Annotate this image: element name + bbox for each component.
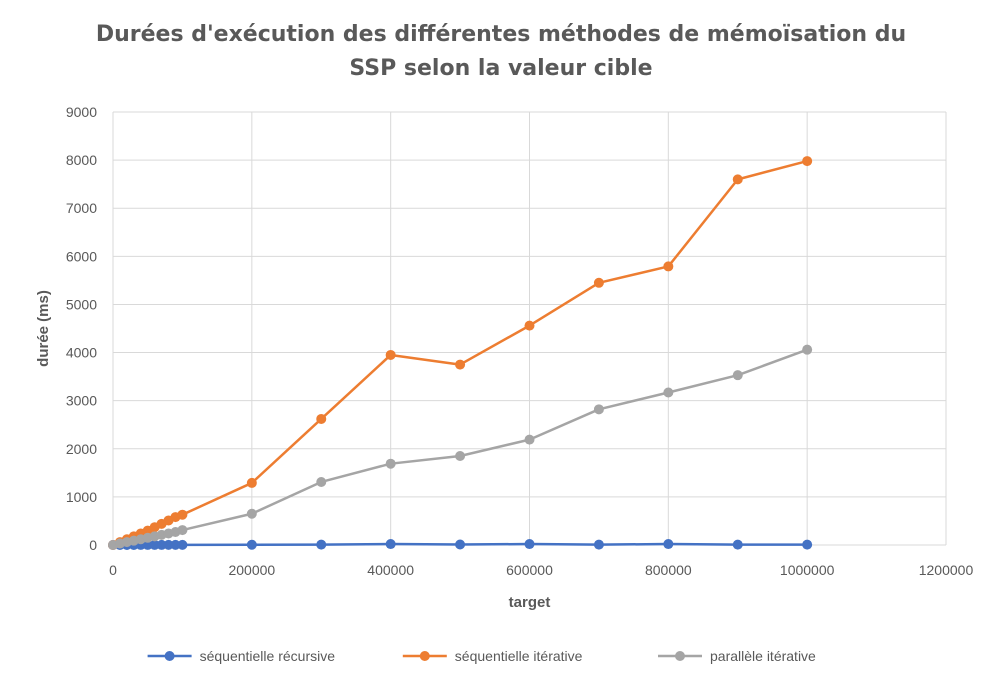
- series-3-point: [385, 458, 396, 469]
- series-1-point: [316, 539, 327, 550]
- y-tick-label: 4000: [66, 345, 97, 361]
- series-3-point: [802, 344, 813, 355]
- chart-title-line-2: SSP selon la valeur cible: [349, 56, 653, 81]
- x-tick-label: 0: [109, 562, 117, 578]
- series-3-point: [246, 508, 257, 519]
- series-3-point: [455, 450, 466, 461]
- series-1-point: [156, 539, 167, 550]
- x-tick-label: 1000000: [780, 562, 835, 578]
- series-1-point: [177, 539, 188, 550]
- series-1-point: [385, 539, 396, 550]
- series-1-point: [455, 539, 466, 550]
- legend-marker-1: [164, 651, 175, 661]
- series-3-point: [663, 387, 674, 398]
- y-tick-label: 9000: [66, 104, 97, 120]
- series-2-point: [316, 413, 327, 424]
- series-1-point: [163, 539, 174, 550]
- x-tick-label: 200000: [228, 562, 275, 578]
- chart-title-line-1: Durées d'exécution des différentes métho…: [95, 22, 907, 47]
- series-1-point: [802, 539, 813, 550]
- series-3-point: [316, 476, 327, 487]
- legend-label-3: parallèle itérative: [710, 648, 816, 664]
- y-tick-label: 7000: [66, 200, 97, 216]
- series-1-point: [524, 539, 535, 550]
- y-tick-label: 1000: [66, 489, 97, 505]
- legend-marker-2: [419, 651, 430, 661]
- series-1-point: [246, 539, 257, 550]
- x-tick-label: 400000: [367, 562, 414, 578]
- series-2-point: [455, 359, 466, 370]
- y-axis-label: durée (ms): [35, 290, 52, 367]
- legend-label-1: séquentielle récursive: [200, 648, 336, 664]
- series-3-point: [177, 525, 188, 536]
- series-2-point: [524, 320, 535, 331]
- y-tick-label: 2000: [66, 441, 97, 457]
- series-2-point: [246, 477, 257, 488]
- series-1-point: [732, 539, 743, 550]
- series-2-point: [802, 156, 813, 167]
- series-2-point: [663, 261, 674, 272]
- series-2-point: [385, 349, 396, 360]
- x-tick-label: 600000: [506, 562, 553, 578]
- series-1-point: [663, 539, 674, 550]
- y-tick-label: 8000: [66, 152, 97, 168]
- y-tick-label: 0: [89, 537, 97, 553]
- y-tick-label: 6000: [66, 248, 97, 264]
- series-1-point: [142, 539, 153, 550]
- series-2-point: [732, 174, 743, 185]
- series-3-point: [593, 404, 604, 415]
- series-line-3: [112, 348, 808, 547]
- chart-title: Durées d'exécution des différentes métho…: [0, 18, 1002, 86]
- y-tick-label: 5000: [66, 296, 97, 312]
- series-3-point: [524, 434, 535, 445]
- series-1-point: [593, 539, 604, 550]
- x-tick-label: 800000: [645, 562, 692, 578]
- series-2-point: [177, 509, 188, 520]
- series-3-point: [732, 370, 743, 381]
- series-1-point: [170, 539, 181, 550]
- series-2-point: [593, 277, 604, 288]
- legend-marker-3: [675, 651, 685, 661]
- series-1-point: [149, 539, 160, 550]
- x-axis-label: target: [509, 594, 551, 611]
- x-tick-label: 1200000: [919, 562, 974, 578]
- y-tick-label: 3000: [66, 393, 97, 409]
- legend-label-2: séquentielle itérative: [455, 648, 583, 664]
